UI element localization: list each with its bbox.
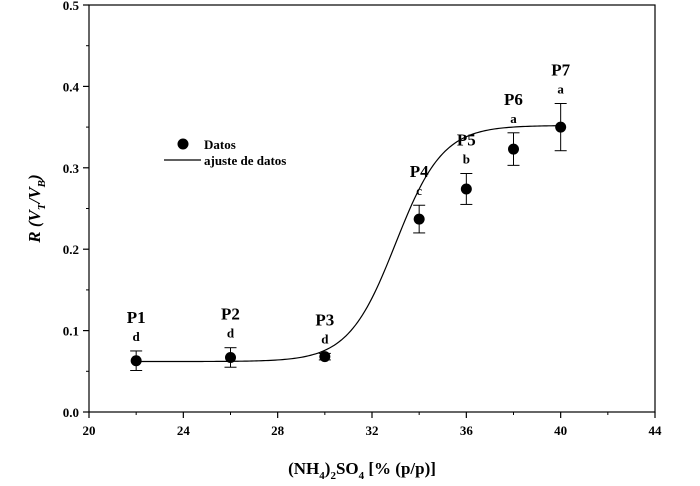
significance-letter: a — [557, 81, 564, 96]
data-point — [319, 351, 331, 363]
y-tick-label: 0.1 — [63, 324, 79, 339]
y-tick-label: 0.3 — [63, 161, 80, 176]
x-tick-label: 32 — [366, 423, 379, 438]
y-tick-label: 0.5 — [63, 0, 80, 13]
data-point — [460, 183, 472, 195]
x-tick-label: 44 — [649, 423, 663, 438]
x-tick-label: 24 — [177, 423, 191, 438]
x-tick-label: 20 — [83, 423, 96, 438]
data-point — [555, 121, 567, 133]
significance-letter: b — [463, 151, 470, 166]
point-label: P6 — [504, 90, 523, 109]
point-label: P4 — [410, 162, 429, 181]
point-label: P2 — [221, 305, 240, 324]
significance-letter: a — [510, 111, 517, 126]
legend-points-label: Datos — [204, 137, 236, 152]
point-label: P1 — [127, 308, 146, 327]
fit-curve — [136, 125, 561, 363]
legend-fit-label: ajuste de datos — [204, 153, 286, 168]
x-axis-label: (NH4)2SO4 [% (p/p)] — [288, 459, 436, 482]
point-label: P5 — [457, 130, 476, 149]
y-axis-label-group: R (VT/VB) — [25, 174, 48, 243]
x-tick-label: 40 — [554, 423, 567, 438]
x-tick-label: 36 — [460, 423, 474, 438]
point-label: P3 — [315, 310, 334, 329]
significance-letter: d — [321, 331, 329, 346]
data-point — [413, 213, 425, 225]
data-point — [508, 143, 519, 155]
x-tick-label: 28 — [271, 423, 285, 438]
y-tick-label: 0.4 — [63, 79, 80, 94]
significance-letter: c — [416, 183, 422, 198]
y-tick-label: 0.2 — [63, 242, 79, 257]
y-axis-label: R (VT/VB) — [25, 174, 48, 243]
y-tick-label: 0.0 — [63, 405, 79, 420]
point-label: P7 — [551, 60, 570, 79]
data-point — [225, 351, 236, 363]
significance-letter: d — [227, 326, 235, 341]
legend-point-marker — [177, 138, 189, 150]
data-point — [130, 355, 142, 367]
significance-letter: d — [133, 329, 141, 344]
